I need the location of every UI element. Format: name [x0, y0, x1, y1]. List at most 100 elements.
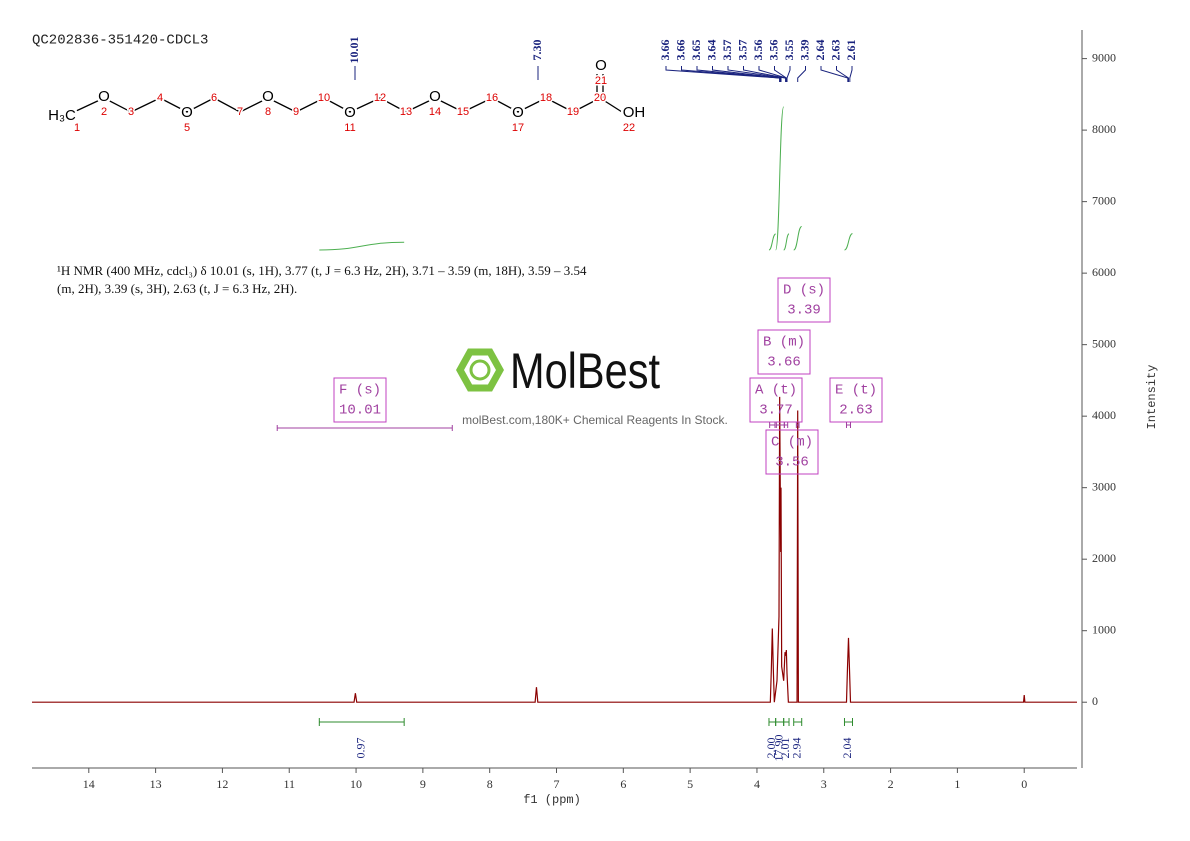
atom-symbol: O — [344, 104, 356, 121]
integral-label: 2.00 — [764, 738, 778, 759]
peak-label: 10.01 — [347, 37, 361, 64]
peak-label: 2.64 — [813, 40, 827, 61]
x-tick-label: 1 — [954, 777, 960, 791]
multiplet-name: A (t) — [755, 383, 797, 399]
multiplet-range — [795, 422, 800, 428]
atom-number: 10 — [318, 92, 330, 104]
atom-number: 9 — [293, 106, 299, 118]
peak-label: 3.55 — [782, 40, 796, 61]
y-tick-label: 2000 — [1092, 551, 1116, 565]
integral-bar — [768, 718, 777, 726]
atom-number: 7 — [237, 106, 243, 118]
tagline: molBest.com,180K+ Chemical Reagents In S… — [462, 413, 728, 427]
multiplet-box — [757, 329, 811, 375]
atom-symbol: O — [98, 88, 110, 105]
multiplet-range — [769, 422, 776, 428]
peak-label: 3.56 — [766, 40, 780, 61]
x-tick-label: 2 — [888, 777, 894, 791]
atom-number: 5 — [184, 122, 190, 134]
x-tick-label: 7 — [554, 777, 560, 791]
peak-label: 3.64 — [704, 40, 718, 61]
peak-label: 2.61 — [844, 40, 858, 61]
y-tick-label: 0 — [1092, 694, 1098, 708]
peak-label: 3.65 — [689, 40, 703, 61]
description: ¹H NMR (400 MHz, cdcl₃) δ 10.01 (s, 1H),… — [57, 263, 587, 296]
multiplet-range — [845, 422, 851, 428]
multiplet-value: 10.01 — [339, 403, 381, 419]
atom-symbol: O — [512, 104, 524, 121]
atom-number: 14 — [429, 106, 441, 118]
y-tick-label: 3000 — [1092, 479, 1116, 493]
y-tick-label: 6000 — [1092, 265, 1116, 279]
multiplet-range — [783, 422, 789, 428]
atom-number: 22 — [623, 122, 635, 134]
peak-label: 3.57 — [720, 40, 734, 61]
peak-leader — [820, 66, 849, 82]
atom-number: 18 — [540, 92, 552, 104]
x-tick-label: 3 — [821, 777, 827, 791]
atom-number: 12 — [374, 92, 386, 104]
atom-number: 6 — [211, 92, 217, 104]
x-tick-label: 4 — [754, 777, 760, 791]
multiplet-value: 3.66 — [767, 355, 801, 371]
integral-label: 17.90 — [771, 735, 785, 762]
atom-number: 13 — [400, 106, 412, 118]
peak-label: 3.66 — [658, 40, 672, 61]
y-tick-label: 5000 — [1092, 336, 1116, 350]
x-tick-label: 10 — [350, 777, 362, 791]
peak-leader — [786, 66, 791, 82]
integral-bar — [793, 718, 803, 726]
peak-leader — [836, 66, 849, 82]
multiplet-value: 3.39 — [787, 303, 821, 319]
integral-bar — [783, 718, 790, 726]
multiplet-name: C (m) — [771, 435, 813, 451]
multiplet-value: 3.56 — [775, 455, 809, 471]
integral-curve — [783, 233, 790, 251]
x-tick-label: 0 — [1021, 777, 1027, 791]
multiplet-name: B (m) — [763, 335, 805, 351]
x-tick-label: 13 — [150, 777, 162, 791]
multiplet-name: E (t) — [835, 383, 877, 399]
peak-label: 3.39 — [797, 40, 811, 61]
brand: MolBest — [510, 343, 660, 399]
title: QC202836-351420-CDCL3 — [32, 33, 208, 49]
peak-leader — [774, 66, 787, 82]
x-tick-label: 9 — [420, 777, 426, 791]
atom-number: 11 — [344, 122, 355, 134]
integral-curve — [793, 225, 803, 251]
integral-label: 2.94 — [789, 738, 803, 759]
integral-label: 2.04 — [840, 738, 854, 759]
x-axis-label: f1 (ppm) — [523, 793, 581, 807]
peak-leader — [743, 66, 787, 82]
peak-label: 3.66 — [673, 40, 687, 61]
atom-number: 3 — [128, 106, 134, 118]
atom-symbol: O — [262, 88, 274, 105]
peak-leader — [849, 66, 853, 82]
integral-curve — [768, 233, 776, 251]
peak-leader — [712, 66, 782, 82]
multiplet-box — [829, 377, 883, 423]
integral-bar — [318, 718, 405, 726]
x-tick-label: 8 — [487, 777, 493, 791]
multiplet-value: 3.77 — [759, 403, 793, 419]
integral-curve — [775, 106, 785, 251]
integral-curve — [319, 241, 405, 251]
multiplet-name: D (s) — [783, 283, 825, 299]
atom-symbol: O — [181, 104, 193, 121]
multiplet-range — [276, 425, 453, 431]
integral-bar — [775, 718, 785, 726]
multiplet-box — [777, 277, 831, 323]
atom-number: 1 — [74, 122, 80, 134]
atom-number: 4 — [157, 92, 163, 104]
y-tick-label: 4000 — [1092, 408, 1116, 422]
x-tick-label: 14 — [83, 777, 95, 791]
multiplet-name: F (s) — [339, 383, 381, 399]
multiplet-box — [765, 429, 819, 475]
x-tick-label: 12 — [216, 777, 228, 791]
multiplet-box — [333, 377, 387, 423]
atom-symbol: O — [595, 57, 607, 74]
y-tick-label: 8000 — [1092, 122, 1116, 136]
atom-number: 19 — [567, 106, 579, 118]
